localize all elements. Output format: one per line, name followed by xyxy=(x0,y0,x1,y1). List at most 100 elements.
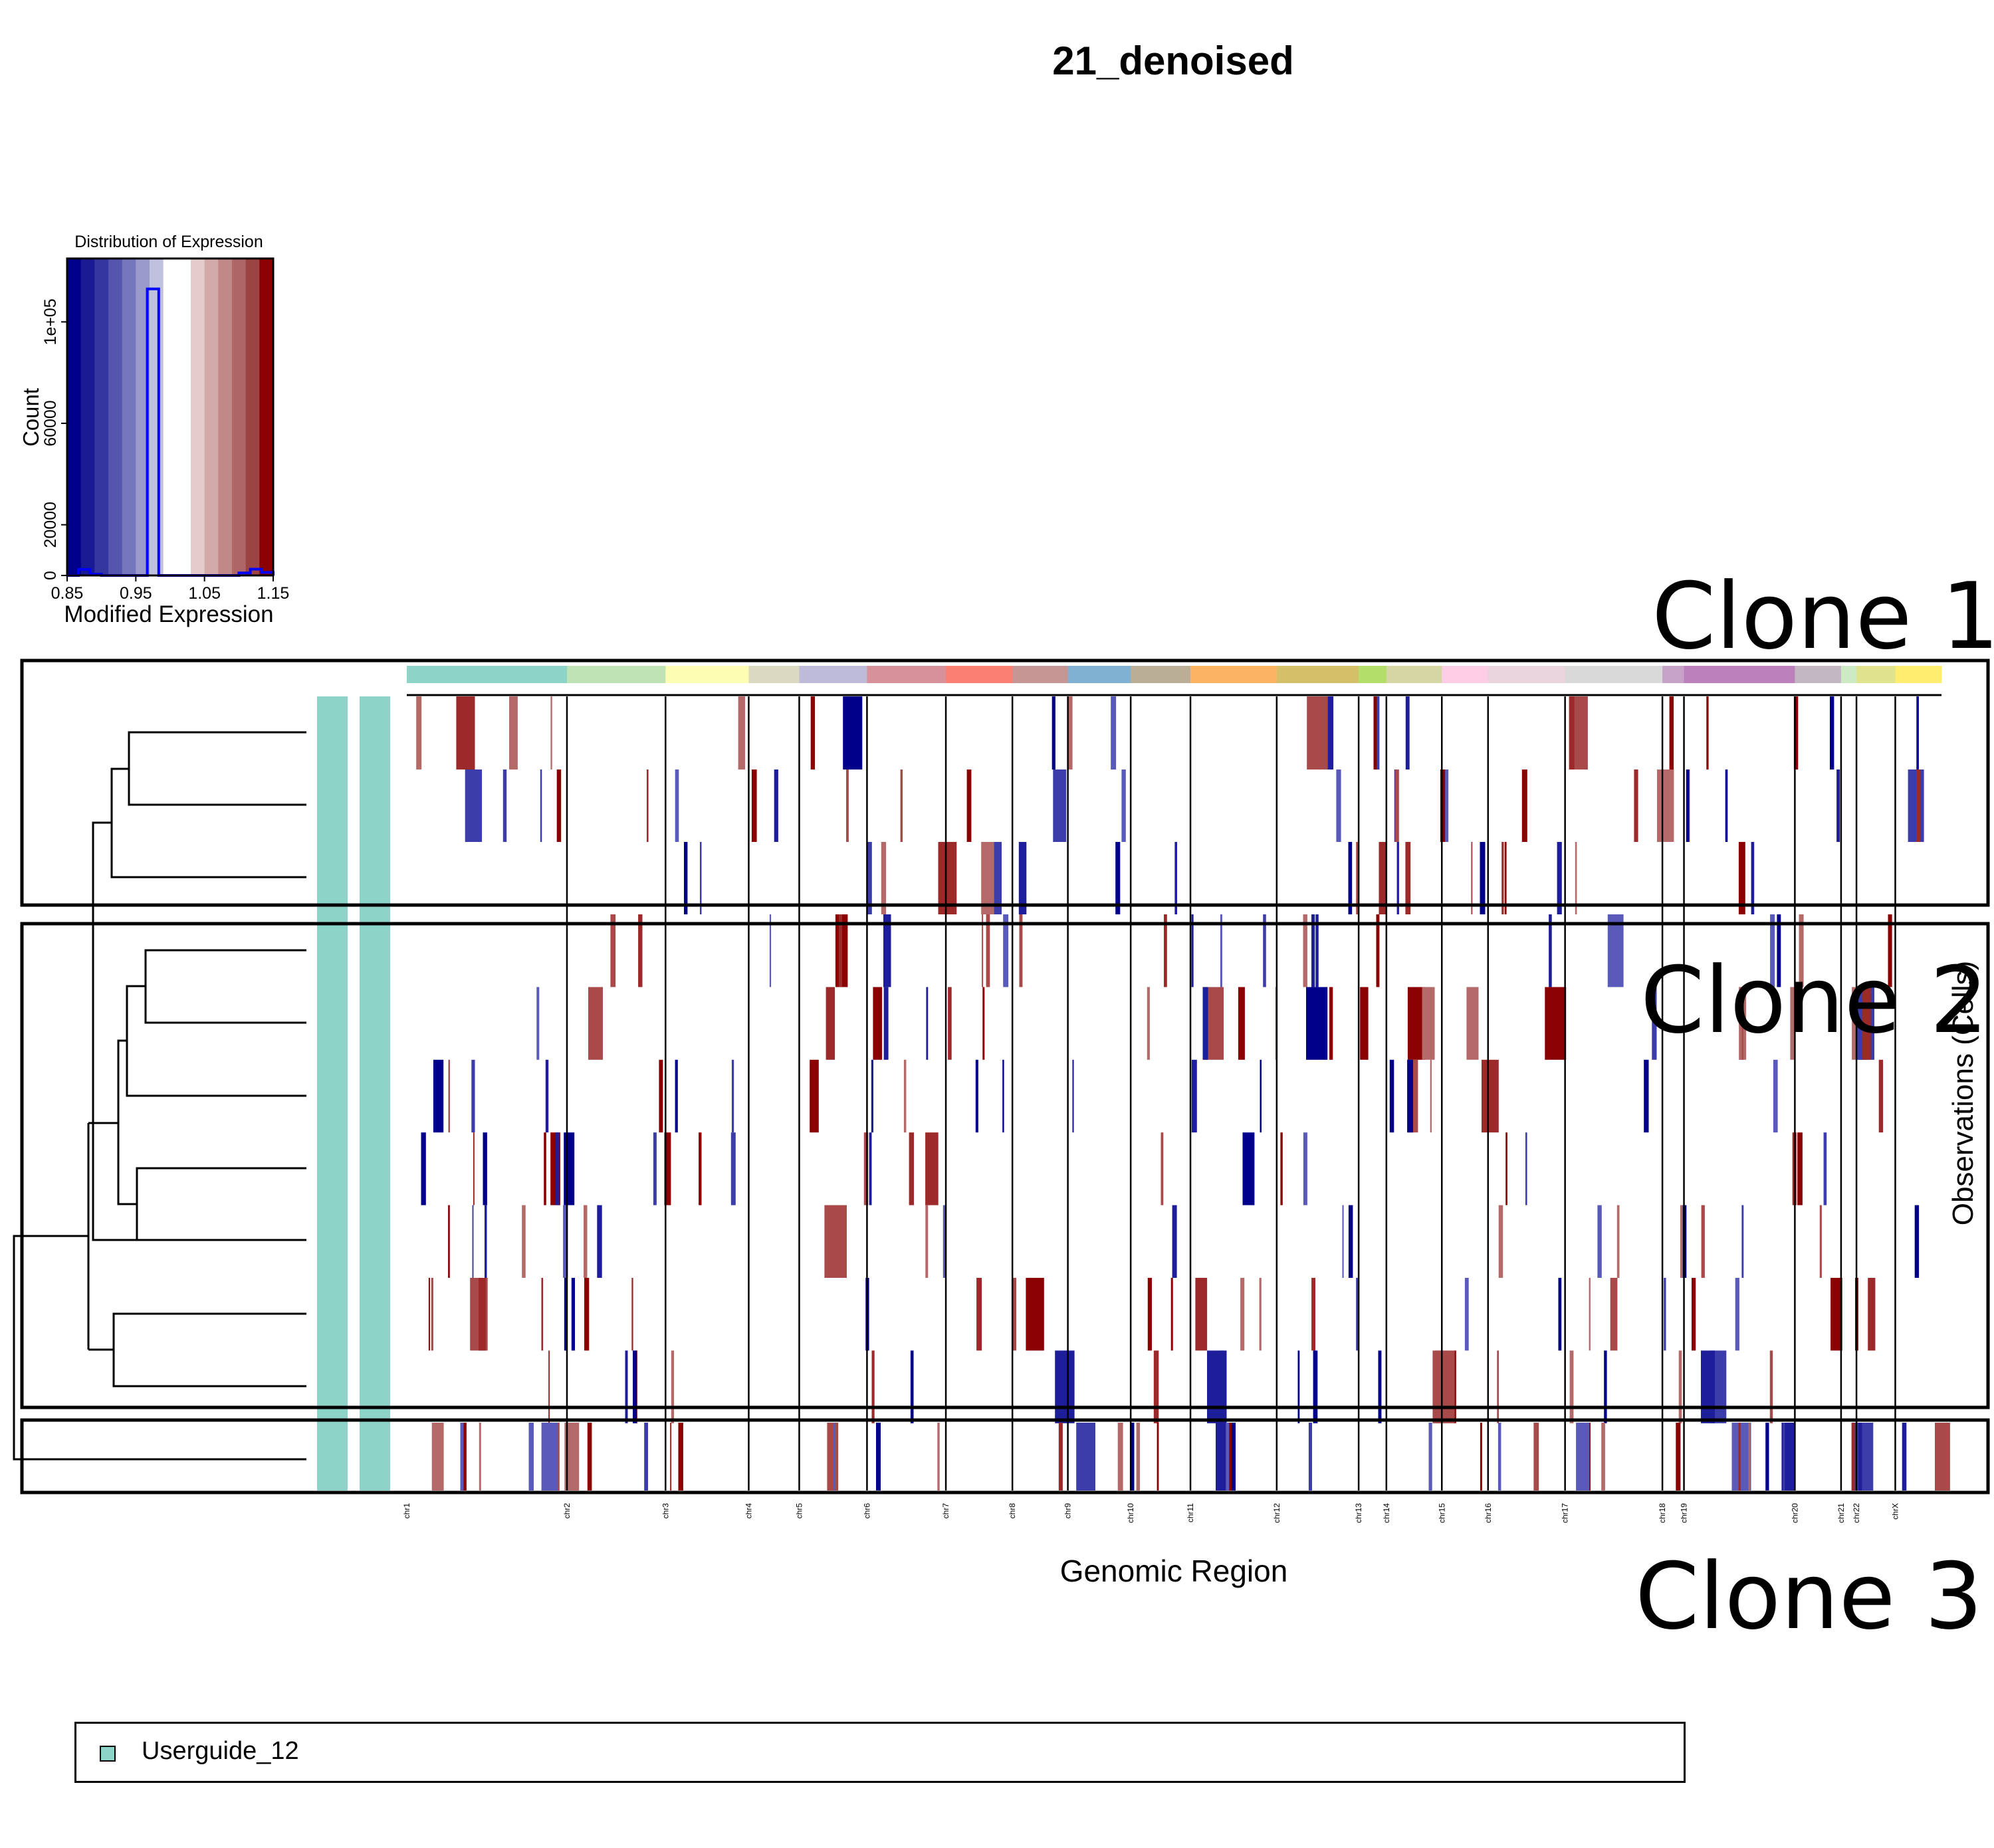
cnv-segment-gain xyxy=(456,696,475,770)
cnv-segment-gain xyxy=(1935,1423,1950,1490)
chrom-bar-chr18 xyxy=(1662,666,1685,683)
cnv-segment-loss xyxy=(471,1059,475,1133)
cnv-segment-gain xyxy=(1505,1132,1507,1205)
color-key-ytick-label: 60000 xyxy=(41,400,60,447)
clone-3-label: Clone 3 xyxy=(1635,1543,1983,1650)
chrom-bar-chr21 xyxy=(1840,666,1857,683)
color-key-band xyxy=(80,258,95,575)
chrom-label: chr5 xyxy=(794,1503,804,1519)
cnv-segment-gain xyxy=(509,696,518,770)
cnv-segment-loss xyxy=(1115,842,1121,914)
cnv-segment-gain xyxy=(1471,842,1473,914)
cnv-segment-loss xyxy=(1725,770,1728,842)
cnv-segment-loss xyxy=(1053,770,1067,842)
cnv-segment-gain xyxy=(938,842,957,914)
chrom-bar-chr12 xyxy=(1276,666,1359,683)
cnv-segment-gain xyxy=(1616,1205,1620,1278)
cnv-segment-gain xyxy=(1019,914,1023,987)
chrom-bar-chr10 xyxy=(1131,666,1191,683)
cnv-segment-gain xyxy=(909,1132,914,1205)
cnv-segment-loss xyxy=(1172,1205,1177,1278)
cnv-segment-gain xyxy=(986,914,990,987)
cnv-segment-gain xyxy=(1790,987,1795,1060)
cnv-segment-gain xyxy=(966,770,972,842)
chrom-label: chrX xyxy=(1890,1503,1900,1520)
cnv-segment-loss xyxy=(1854,1423,1874,1490)
cnv-segment-gain xyxy=(1769,1350,1773,1423)
chrom-label: chr3 xyxy=(661,1503,670,1519)
cnv-segment-loss xyxy=(625,1350,628,1423)
cnv-segment-gain xyxy=(976,1278,982,1351)
cnv-segment-loss xyxy=(1777,914,1781,987)
cnv-segment-gain xyxy=(550,696,552,770)
y-axis-label: Observations (Cells) xyxy=(1947,961,1979,1226)
cnv-segment-loss xyxy=(644,1423,648,1490)
chrom-label: chr22 xyxy=(1852,1503,1861,1523)
cnv-segment-gain xyxy=(1164,914,1167,987)
cnv-segment-gain xyxy=(1432,1350,1455,1423)
chrom-bar-chr16 xyxy=(1488,666,1566,683)
cnv-segment-loss xyxy=(843,696,863,770)
cnv-segment-loss xyxy=(1604,1350,1607,1423)
cnv-segment-loss xyxy=(1389,1059,1394,1133)
cnv-segment-loss xyxy=(1731,1423,1751,1490)
cnv-segment-gain xyxy=(982,914,984,987)
cnv-segment-gain xyxy=(544,1132,546,1205)
cnv-segment-gain xyxy=(871,1350,875,1423)
chrom-label: chr18 xyxy=(1658,1503,1667,1523)
cnv-segment-loss xyxy=(1263,914,1266,987)
cnv-segment-loss xyxy=(653,1132,657,1205)
cnv-segment-loss xyxy=(1308,1423,1312,1490)
cnv-segment-loss xyxy=(433,1059,444,1133)
cnv-segment-gain xyxy=(1259,1278,1262,1351)
chrom-label: chr13 xyxy=(1354,1503,1363,1523)
chrom-label: chr10 xyxy=(1126,1503,1135,1523)
chrom-bar-chr8 xyxy=(1012,666,1069,683)
cnv-segment-loss xyxy=(1480,842,1486,914)
cnv-segment-loss xyxy=(1260,1059,1262,1133)
color-key-band xyxy=(218,258,233,575)
cnv-segment-loss xyxy=(1444,770,1449,842)
cnv-segment-loss xyxy=(1686,770,1690,842)
cnv-segment-gain xyxy=(873,987,883,1060)
cnv-segment-loss xyxy=(1313,1350,1318,1423)
cnv-segment-gain xyxy=(1634,770,1638,842)
cnv-segment-loss xyxy=(528,1423,534,1490)
color-key-xtick-label: 1.05 xyxy=(188,584,221,603)
chrom-label: chr6 xyxy=(862,1503,871,1519)
cnv-segment-loss xyxy=(1773,1059,1778,1133)
color-key-band xyxy=(67,258,82,575)
cnv-segment-gain xyxy=(479,1278,487,1351)
cnv-segment-gain xyxy=(948,987,952,1060)
color-key-ylabel: Count xyxy=(19,388,43,447)
cnv-segment-gain xyxy=(1430,1059,1432,1133)
cnv-segment-loss xyxy=(1207,1350,1227,1423)
cnv-segment-gain xyxy=(846,770,849,842)
cnv-segment-gain xyxy=(584,1278,590,1351)
cnv-segment-gain xyxy=(1569,696,1575,770)
chrom-bar-chr1 xyxy=(407,666,568,683)
cnv-segment-loss xyxy=(1002,1059,1004,1133)
cnv-segment-loss xyxy=(541,1423,559,1490)
cnv-segment-gain xyxy=(1229,1423,1232,1490)
cnv-segment-gain xyxy=(981,842,994,914)
cnv-segment-gain xyxy=(1589,1278,1591,1351)
chrom-bar-chr13 xyxy=(1359,666,1387,683)
cnv-segment-gain xyxy=(1303,914,1307,987)
cnv-segment-gain xyxy=(1360,987,1369,1060)
chrom-bar-chr14 xyxy=(1386,666,1442,683)
cnv-segment-loss xyxy=(1191,1059,1197,1133)
cnv-segment-loss xyxy=(684,842,688,914)
cnv-segment-gain xyxy=(670,1423,672,1490)
cnv-segment-loss xyxy=(1342,1205,1344,1278)
chrom-bar-chr20 xyxy=(1795,666,1842,683)
cnv-segment-gain xyxy=(1454,1350,1456,1423)
cnv-segment-loss xyxy=(1121,770,1126,842)
cnv-segment-gain xyxy=(463,1423,467,1490)
cnv-segment-gain xyxy=(699,1132,702,1205)
cnv-segment-gain xyxy=(1012,1278,1016,1351)
cnv-segment-gain xyxy=(937,1423,940,1490)
cnv-segment-loss xyxy=(1306,987,1328,1060)
cnv-segment-loss xyxy=(1311,914,1315,987)
cnv-segment-gain xyxy=(863,1132,869,1205)
